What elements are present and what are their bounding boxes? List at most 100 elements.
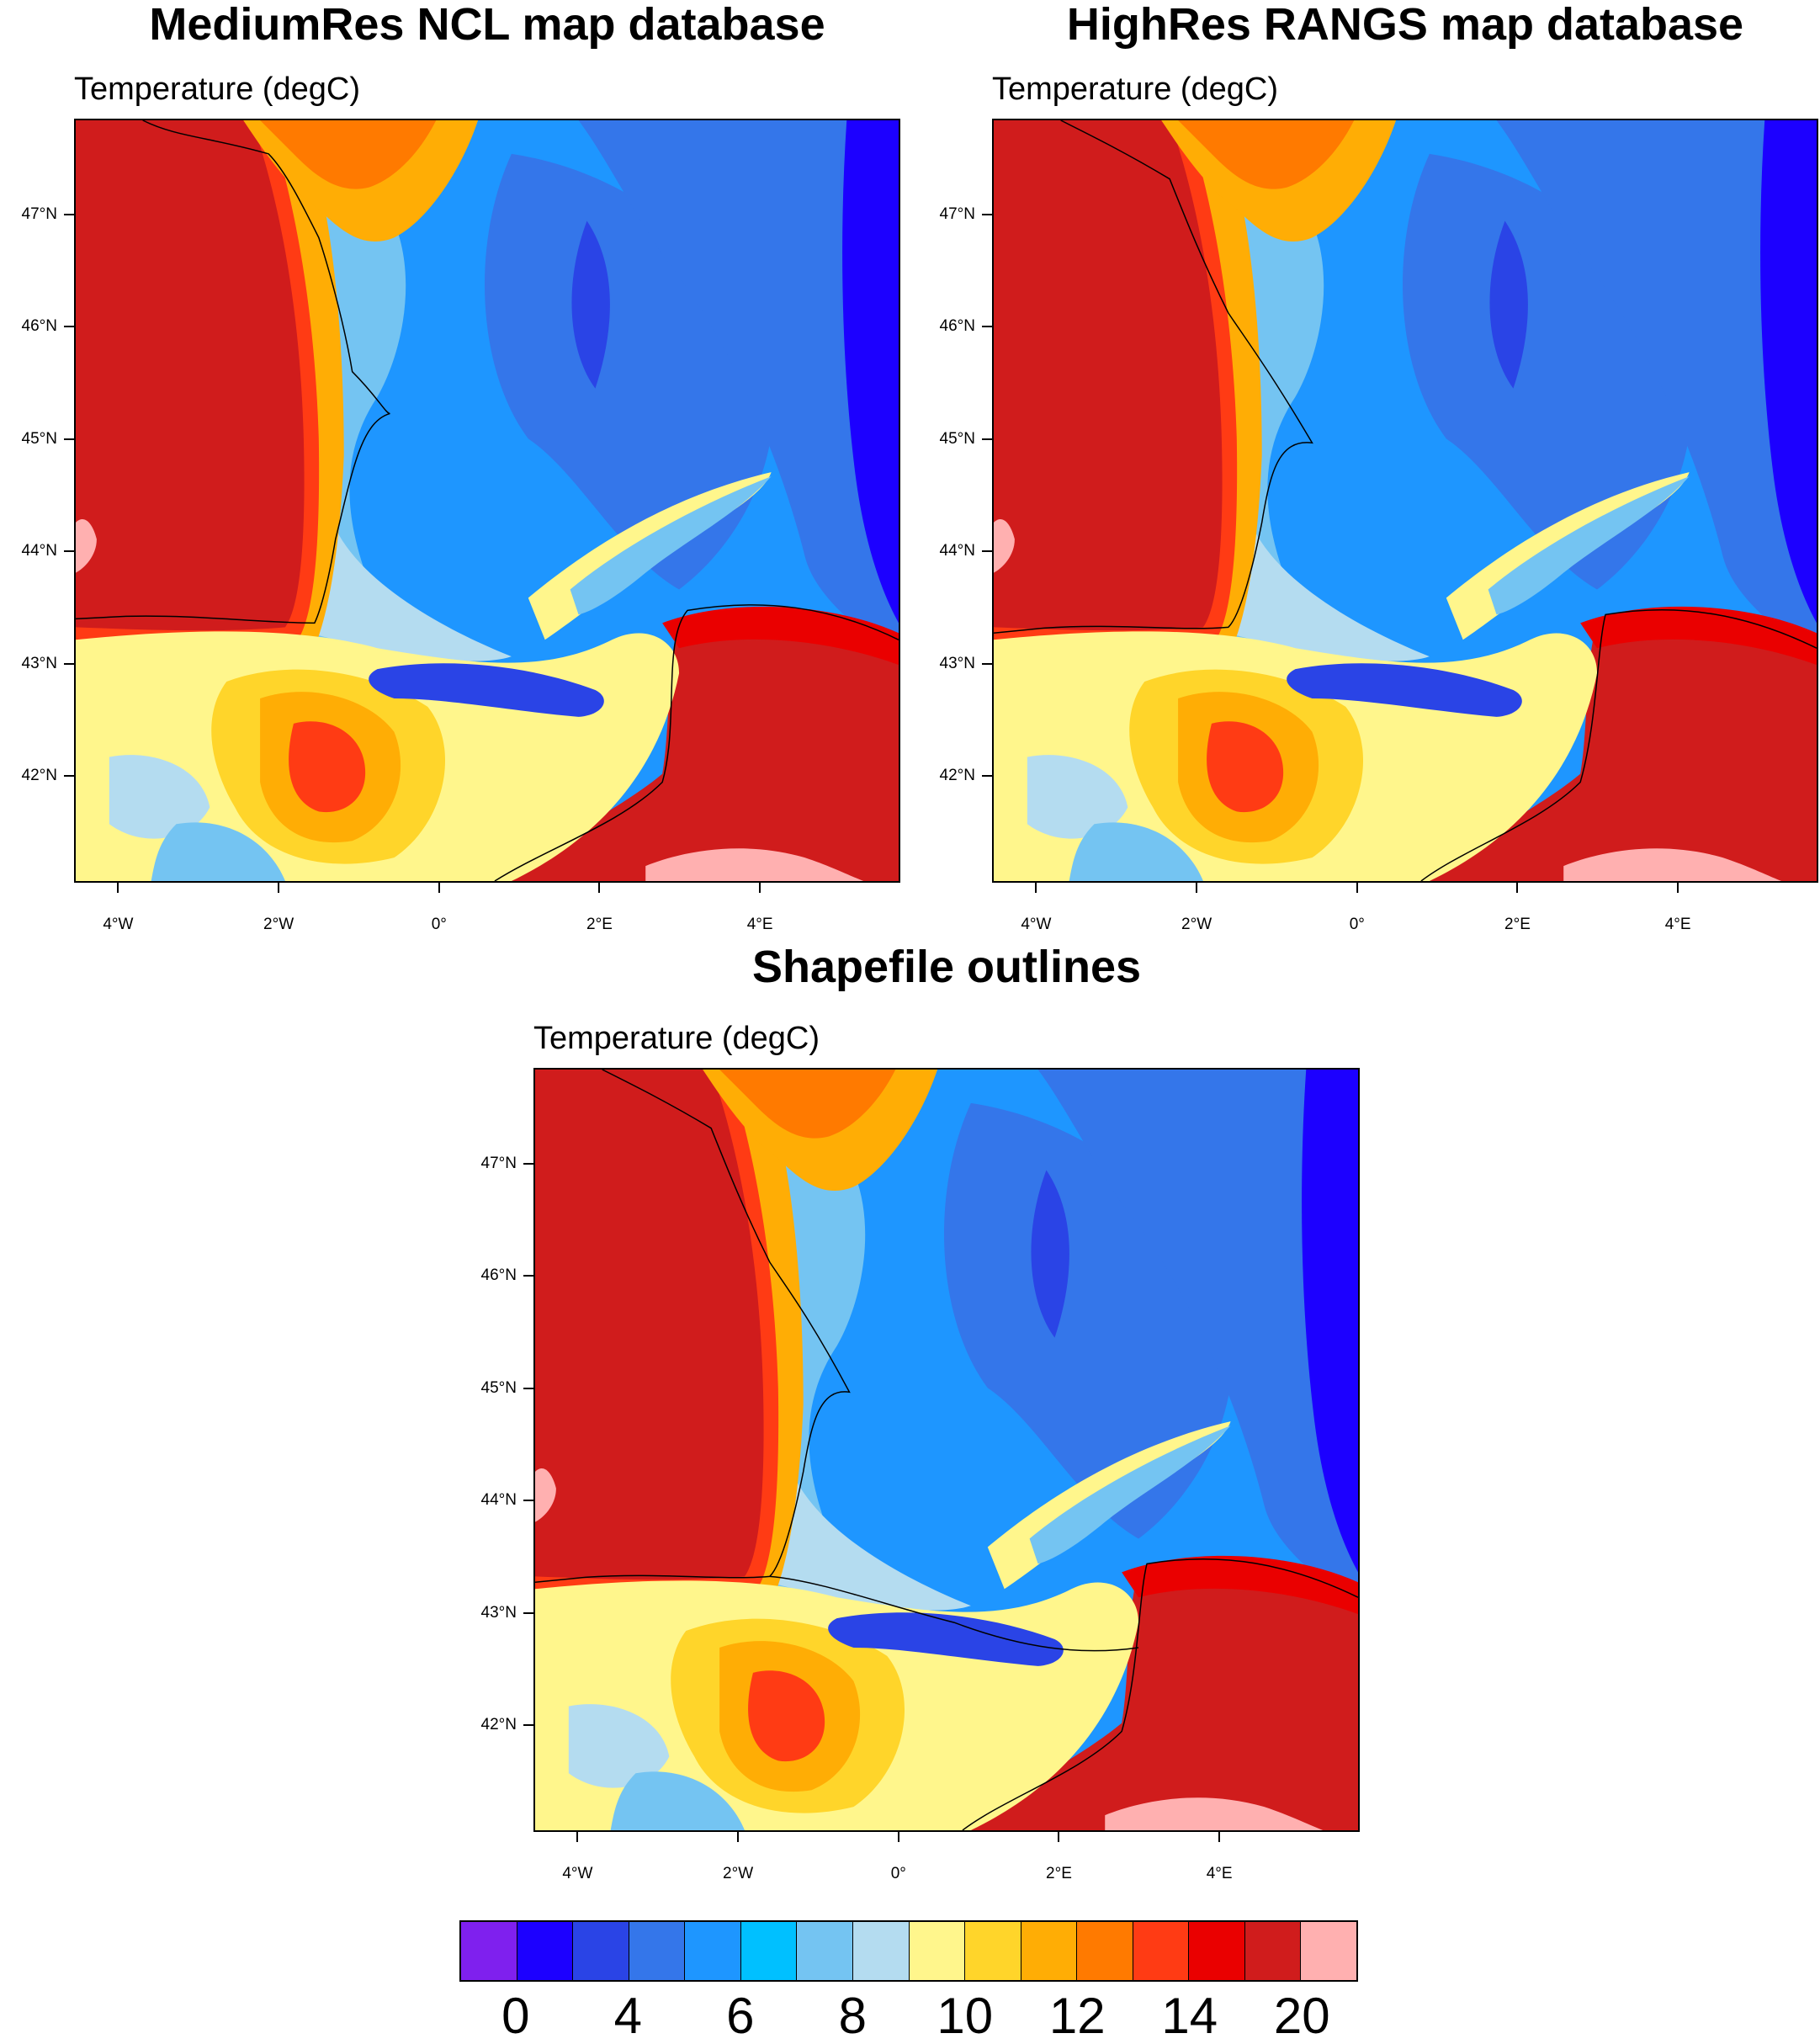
lon-label: 0°	[431, 916, 447, 933]
lon-label: 2°W	[723, 1865, 754, 1882]
lat-tick	[64, 775, 74, 778]
lat-label: 46°N	[21, 317, 57, 336]
colorbar-box	[461, 1922, 517, 1980]
lat-tick	[523, 1500, 533, 1502]
lat-tick	[982, 550, 992, 553]
lat-label: 46°N	[480, 1266, 517, 1285]
colorbar-box	[1077, 1922, 1133, 1980]
lat-label: 44°N	[480, 1491, 517, 1510]
field-cevennes-light	[1488, 476, 1690, 615]
colorbar-box	[1189, 1922, 1245, 1980]
lon-tick	[1035, 883, 1037, 893]
lon-label: 2°W	[263, 916, 294, 933]
lon-label: 4°E	[746, 916, 773, 933]
lat-tick	[982, 438, 992, 440]
panel-subtitle: Temperature (degC)	[533, 1021, 820, 1056]
panel-subtitle: Temperature (degC)	[992, 72, 1279, 107]
lon-tick	[1196, 883, 1198, 893]
field-north-warmer	[719, 1070, 896, 1139]
lon-tick	[737, 1832, 740, 1842]
field-cevennes-light	[570, 476, 772, 615]
field-spain-light	[109, 755, 210, 839]
title-highres: HighRes RANGS map database	[1066, 0, 1744, 50]
field-spain-light	[568, 1704, 670, 1788]
lat-tick	[64, 213, 74, 215]
lat-tick	[523, 1162, 533, 1165]
lat-label: 45°N	[480, 1378, 517, 1397]
coastline-med	[1420, 609, 1817, 881]
field-ebro-red	[748, 1670, 825, 1762]
field-atlantic	[535, 1070, 764, 1580]
field-ebro-red	[289, 721, 366, 813]
field-spain-blue	[610, 1771, 745, 1830]
field-spain-light	[1027, 755, 1128, 839]
field-cevennes-light	[1029, 1425, 1231, 1564]
lat-tick	[982, 213, 992, 215]
field-atlantic	[994, 120, 1223, 631]
lon-label: 2°W	[1181, 916, 1212, 933]
lat-tick	[523, 1275, 533, 1277]
colorbar-box	[517, 1922, 574, 1980]
colorbar	[459, 1920, 1358, 1982]
lon-label: 4°E	[1664, 916, 1691, 933]
temperature-field	[76, 120, 899, 881]
lat-tick	[982, 326, 992, 328]
lon-label: 2°E	[586, 916, 613, 933]
lon-tick	[1218, 1832, 1221, 1842]
field-mediterranean	[1429, 610, 1817, 881]
field-spain-blue	[151, 822, 285, 881]
colorbar-box	[573, 1922, 629, 1980]
lon-tick	[897, 1832, 899, 1842]
lat-tick	[523, 1387, 533, 1389]
field-pyrenees-cold	[1287, 663, 1522, 717]
lat-label: 44°N	[21, 542, 57, 560]
field-alps-blue	[1760, 120, 1817, 624]
field-east-blue	[1037, 1070, 1358, 1606]
lon-label: 4°W	[1021, 916, 1052, 933]
coastline-med	[962, 1558, 1358, 1830]
lat-label: 47°N	[939, 204, 975, 223]
map-frame	[74, 119, 900, 883]
lon-label: 2°E	[1504, 916, 1531, 933]
colorbar-box	[852, 1922, 910, 1980]
lat-tick	[982, 662, 992, 665]
lon-tick	[759, 883, 761, 893]
lat-label: 45°N	[939, 429, 975, 448]
colorbar-label: 14	[1161, 1988, 1218, 2044]
coastline-med	[494, 604, 899, 881]
colorbar-label: 20	[1273, 1988, 1330, 2044]
lat-label: 45°N	[21, 429, 57, 448]
lon-tick	[598, 883, 601, 893]
map-frame	[533, 1068, 1360, 1832]
colorbar-box	[965, 1922, 1021, 1980]
field-pyrenees-cold	[369, 663, 604, 717]
colorbar-box	[1301, 1922, 1356, 1980]
lat-tick	[982, 775, 992, 778]
field-north-warmer	[1178, 120, 1355, 189]
title-medres: MediumRes NCL map database	[149, 0, 825, 50]
lat-label: 42°N	[939, 767, 975, 785]
lat-label: 42°N	[21, 767, 57, 785]
colorbar-box	[740, 1922, 798, 1980]
lat-label: 43°N	[939, 654, 975, 672]
lon-tick	[278, 883, 280, 893]
colorbar-box	[797, 1922, 853, 1980]
field-med-coast-band	[662, 606, 899, 666]
lon-tick	[117, 883, 119, 893]
lat-label: 47°N	[21, 204, 57, 223]
lon-tick	[438, 883, 440, 893]
lon-tick	[1058, 1832, 1060, 1842]
field-pyrenees-cold	[828, 1612, 1064, 1666]
coastline-west	[76, 120, 390, 624]
lat-tick	[523, 1724, 533, 1727]
field-med-coast-band	[1580, 606, 1817, 666]
lon-label: 4°W	[562, 1865, 593, 1882]
colorbar-box	[629, 1922, 686, 1980]
lat-label: 46°N	[939, 317, 975, 336]
field-atlantic-pink	[76, 518, 97, 573]
lon-label: 0°	[890, 1865, 906, 1882]
lon-tick	[1516, 883, 1519, 893]
field-mediterranean	[511, 610, 899, 881]
colorbar-label: 6	[726, 1988, 755, 2044]
field-med-pink	[1563, 848, 1782, 881]
